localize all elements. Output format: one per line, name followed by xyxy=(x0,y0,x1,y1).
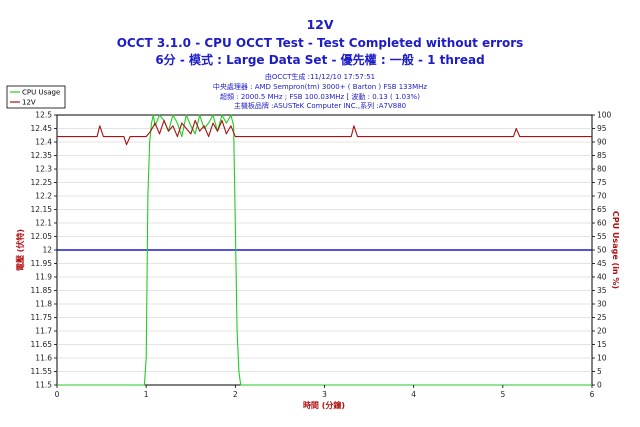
y2-tick-label: 40 xyxy=(597,273,607,282)
chart-title: 12V xyxy=(306,17,333,32)
y-tick-label: 12.4 xyxy=(35,138,52,147)
y-tick-label: 12.1 xyxy=(35,219,52,228)
y2-tick-label: 10 xyxy=(597,354,607,363)
y2-tick-label: 20 xyxy=(597,327,607,336)
legend-box xyxy=(6,85,66,109)
x-tick-label: 0 xyxy=(55,390,60,399)
y-tick-label: 11.6 xyxy=(35,354,52,363)
y-tick-label: 11.65 xyxy=(31,340,53,349)
y2-tick-label: 80 xyxy=(597,165,607,174)
x-tick-label: 2 xyxy=(233,390,238,399)
legend: CPU Usage 12V xyxy=(6,85,66,109)
y2-tick-label: 60 xyxy=(597,219,607,228)
x-axis-title: 時間 (分鐘) xyxy=(303,400,345,410)
y-tick-label: 12.35 xyxy=(31,151,53,160)
chart-subtitle2: 6分 - 模式 : Large Data Set - 優先權 : 一般 - 1 … xyxy=(155,52,484,67)
series-line-cpu-usage xyxy=(57,114,592,386)
y-tick-label: 11.5 xyxy=(35,381,52,390)
y-tick-label: 12.3 xyxy=(35,165,52,174)
y2-axis-title: CPU Usage (in %) xyxy=(611,211,620,289)
x-tick-label: 3 xyxy=(322,390,327,399)
y2-tick-label: 85 xyxy=(597,151,607,160)
y-axis-ticks: 11.5 11.55 11.6 11.65 11.7 11.75 11.8 11.85 11.9… xyxy=(31,111,57,390)
x-axis-ticks: 0 1 2 3 4 5 6 xyxy=(55,385,595,399)
y2-tick-label: 45 xyxy=(597,259,607,268)
y-tick-label: 11.55 xyxy=(31,367,53,376)
x-tick-label: 1 xyxy=(144,390,149,399)
y2-tick-label: 15 xyxy=(597,340,607,349)
x-tick-label: 5 xyxy=(500,390,505,399)
y2-tick-label: 75 xyxy=(597,178,607,187)
chart-subtitle: OCCT 3.1.0 - CPU OCCT Test - Test Comple… xyxy=(117,36,524,50)
y-tick-label: 11.8 xyxy=(35,300,52,309)
y2-tick-label: 5 xyxy=(597,367,602,376)
y-axis-title: 電壓 (伏特) xyxy=(15,229,25,271)
y-tick-label: 11.85 xyxy=(31,286,53,295)
series-layer xyxy=(57,114,592,386)
y2-tick-label: 100 xyxy=(597,111,612,120)
y-tick-label: 12.25 xyxy=(31,178,53,187)
legend-label-12v: 12V xyxy=(22,99,36,107)
y2-tick-label: 30 xyxy=(597,300,607,309)
series-line-12v xyxy=(57,119,592,146)
y-tick-label: 12.2 xyxy=(35,192,52,201)
y2-tick-label: 35 xyxy=(597,286,607,295)
y2-tick-label: 55 xyxy=(597,232,607,241)
y-tick-label: 11.9 xyxy=(35,273,52,282)
y-tick-label: 11.95 xyxy=(31,259,53,268)
y2-tick-label: 90 xyxy=(597,138,607,147)
y-tick-label: 12.15 xyxy=(31,205,53,214)
info-line-board: 主機板品牌 :ASUSTeK Computer INC.,系列 :A7V880 xyxy=(234,101,406,110)
info-line-date: 由OCCT生成 :11/12/10 17:57:51 xyxy=(265,72,375,81)
info-line-cpu: 中央處理器 : AMD Sempron(tm) 3000+ ( Barton )… xyxy=(213,82,427,91)
y-tick-label: 12 xyxy=(42,246,52,255)
y-tick-label: 12.45 xyxy=(31,124,53,133)
y2-tick-label: 65 xyxy=(597,205,607,214)
y-tick-label: 12.5 xyxy=(35,111,52,120)
y2-axis-ticks: 0 5 10 15 20 25 30 35 40 45 50 55 60 65 70 75 80 85 90 95 10… xyxy=(592,111,612,390)
legend-label-cpu: CPU Usage xyxy=(22,89,60,97)
y-tick-label: 12.05 xyxy=(31,232,53,241)
x-tick-label: 6 xyxy=(590,390,595,399)
y2-tick-label: 0 xyxy=(597,381,602,390)
y2-tick-label: 50 xyxy=(597,246,607,255)
y2-tick-label: 95 xyxy=(597,124,607,133)
y2-tick-label: 25 xyxy=(597,313,607,322)
x-tick-label: 4 xyxy=(411,390,416,399)
info-line-clock: 超頻 : 2000.5 MHz ; FSB 100.03MHz [ 波動 : 0… xyxy=(220,92,420,101)
y-tick-label: 11.75 xyxy=(31,313,53,322)
y2-tick-label: 70 xyxy=(597,192,607,201)
y-tick-label: 11.7 xyxy=(35,327,52,336)
